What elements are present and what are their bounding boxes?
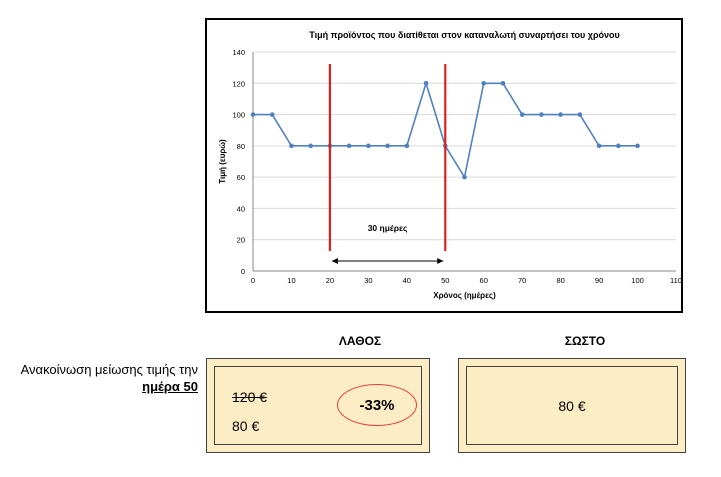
y-tick-label-120: 120 — [232, 79, 245, 88]
wrong-box-inner: 120 € 80 € -33% — [214, 366, 422, 445]
x-axis-label: Χρόνος (ημέρες) — [433, 291, 496, 300]
x-tick-label-30: 30 — [364, 276, 372, 285]
x-tick-label-50: 50 — [441, 276, 449, 285]
data-point-0-13 — [500, 80, 506, 86]
data-point-0-6 — [366, 143, 371, 149]
x-tick-label-20: 20 — [326, 276, 334, 285]
wrong-box: 120 € 80 € -33% — [206, 358, 430, 453]
y-tick-label-100: 100 — [232, 111, 245, 120]
y-axis-label: Τιμή (ευρώ) — [218, 139, 227, 184]
data-point-0-14 — [519, 112, 525, 117]
data-point-0-3 — [308, 143, 313, 149]
x-tick-label-40: 40 — [403, 276, 411, 285]
x-tick-label-90: 90 — [595, 276, 603, 285]
data-point-0-16 — [558, 112, 563, 117]
data-point-0-15 — [539, 112, 544, 117]
data-point-0-0 — [250, 112, 256, 117]
data-point-0-8 — [404, 143, 410, 149]
announcement-text: Ανακοίνωση μείωσης τιμής την ημέρα 50 — [20, 361, 198, 395]
correct-box: 80 € — [458, 358, 686, 453]
new-price: 80 € — [232, 418, 260, 434]
data-point-0-20 — [635, 143, 640, 149]
announcement-prefix: Ανακοίνωση μείωσης τιμής την — [20, 362, 198, 377]
data-point-0-9 — [423, 80, 429, 86]
wrong-caption: ΛΑΘΟΣ — [338, 334, 382, 348]
y-tick-label-60: 60 — [237, 173, 245, 182]
data-point-0-12 — [481, 80, 487, 86]
y-tick-label-40: 40 — [237, 204, 245, 213]
price-chart: Τιμή προϊόντος που διατίθεται στον καταν… — [218, 30, 681, 300]
correct-box-inner: 80 € — [466, 366, 678, 445]
x-tick-label-110: 110 — [670, 276, 681, 285]
data-point-0-11 — [462, 174, 467, 180]
y-tick-label-0: 0 — [241, 267, 245, 276]
announcement-day: ημέρα 50 — [142, 379, 198, 394]
annotation-label: 30 ημέρες — [368, 223, 408, 233]
chart-title: Τιμή προϊόντος που διατίθεται στον καταν… — [309, 30, 620, 40]
x-tick-label-100: 100 — [631, 276, 644, 285]
y-tick-label-20: 20 — [237, 236, 245, 245]
x-tick-label-10: 10 — [287, 276, 295, 285]
y-tick-label-140: 140 — [232, 48, 245, 57]
arrow-head-left — [331, 258, 338, 264]
chart-frame: Τιμή προϊόντος που διατίθεται στον καταν… — [205, 18, 683, 313]
x-tick-label-60: 60 — [480, 276, 488, 285]
x-tick-label-80: 80 — [556, 276, 564, 285]
data-point-0-18 — [596, 143, 602, 149]
arrow-head-right — [437, 258, 444, 264]
data-point-0-2 — [289, 143, 294, 149]
data-point-0-17 — [577, 112, 583, 117]
x-tick-label-70: 70 — [518, 276, 526, 285]
data-point-0-7 — [385, 143, 390, 149]
data-point-0-5 — [346, 143, 352, 149]
old-price: 120 € — [232, 389, 268, 405]
discount-badge: -33% — [337, 384, 417, 426]
x-tick-label-0: 0 — [251, 276, 255, 285]
data-point-0-19 — [616, 143, 621, 149]
correct-caption: ΣΩΣΤΟ — [564, 334, 606, 348]
correct-price: 80 € — [558, 397, 586, 414]
data-point-0-1 — [269, 112, 275, 117]
y-tick-label-80: 80 — [237, 142, 245, 151]
